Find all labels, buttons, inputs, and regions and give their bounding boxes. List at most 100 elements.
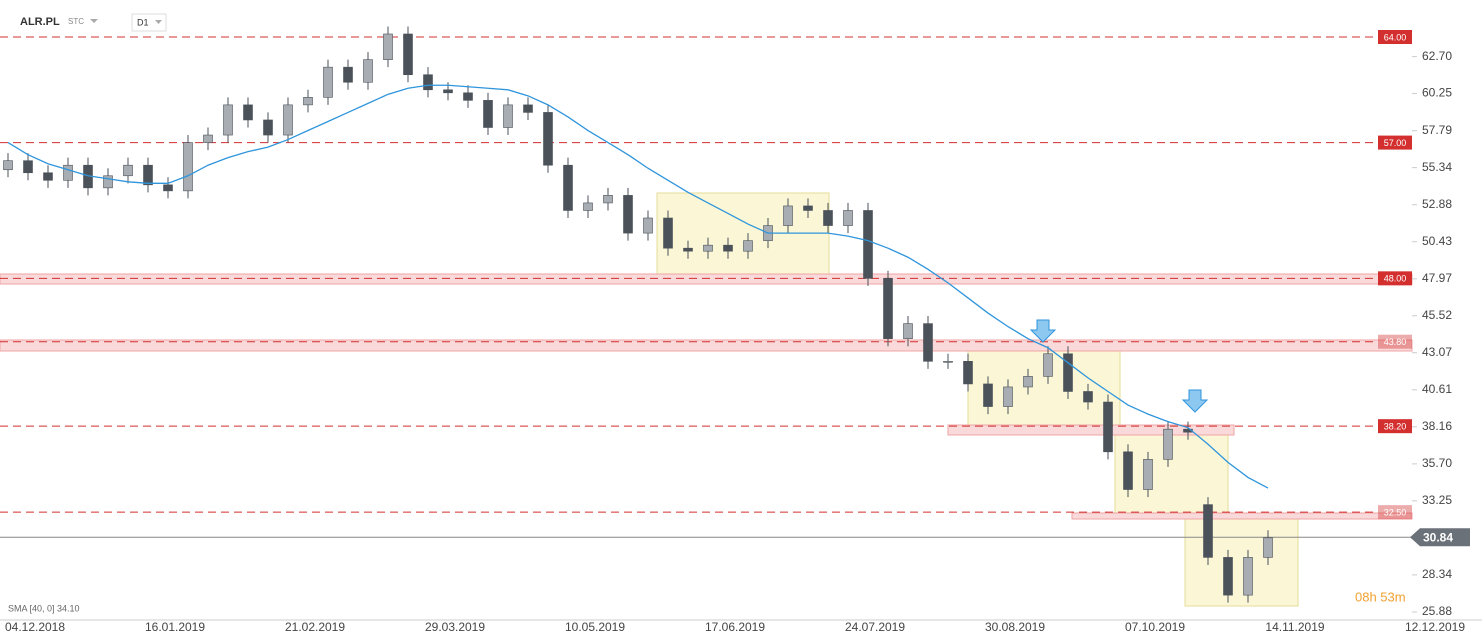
candle-body	[843, 210, 853, 226]
level-label-box	[1378, 334, 1412, 349]
last-price-box	[1410, 528, 1470, 547]
y-tick-label: 47.97	[1422, 271, 1452, 285]
arrow-icon	[1029, 319, 1057, 343]
y-tick-label: 50.43	[1422, 234, 1452, 248]
y-tick-label: 28.34	[1422, 567, 1452, 581]
symbol: ALR.PL	[20, 16, 60, 28]
sma-line	[7, 84, 1269, 489]
x-tick-label: 04.12.2018	[5, 620, 65, 634]
level-label-box	[1378, 135, 1412, 150]
x-tick-label: 29.03.2019	[425, 620, 485, 634]
level-label-box	[1378, 505, 1412, 520]
candle-body	[423, 74, 433, 91]
candle-body	[263, 119, 273, 136]
candle-body	[623, 195, 633, 234]
candle-body	[1203, 504, 1213, 558]
interval-box[interactable]	[131, 13, 167, 32]
zone-band	[1071, 512, 1413, 520]
candle-body	[63, 164, 73, 181]
y-tick-label: 43.07	[1422, 345, 1452, 359]
candle-body	[1263, 537, 1273, 558]
candle-body	[963, 361, 973, 385]
zone-box	[656, 192, 830, 280]
candle-body	[663, 217, 673, 249]
candle-body	[703, 244, 713, 252]
level-label: 38.20	[1384, 422, 1407, 432]
x-tick-label: 17.06.2019	[705, 620, 765, 634]
level-label: 32.50	[1384, 508, 1407, 518]
candle-body	[883, 278, 893, 339]
candle-body	[1063, 353, 1073, 392]
x-tick-label: 07.10.2019	[1125, 620, 1185, 634]
candle-body	[303, 97, 313, 106]
candle-body	[503, 104, 513, 128]
y-tick-label: 55.34	[1422, 160, 1452, 174]
candle-body	[123, 164, 133, 177]
candle-body	[223, 104, 233, 136]
y-tick-label: 60.25	[1422, 86, 1452, 100]
candle-body	[183, 142, 193, 192]
y-tick-label: 38.16	[1422, 419, 1452, 433]
candle-body	[283, 104, 293, 136]
candle-body	[163, 184, 173, 192]
x-tick-label: 12.12.2019	[1405, 620, 1465, 634]
level-label-box	[1378, 30, 1412, 45]
x-tick-label: 24.07.2019	[845, 620, 905, 634]
y-tick-label: 25.88	[1422, 604, 1452, 618]
timer: 08h 53m	[1355, 589, 1406, 604]
candle-body	[783, 205, 793, 226]
level-label: 48.00	[1384, 274, 1407, 284]
candle-body	[983, 383, 993, 407]
candle-body	[143, 164, 153, 186]
x-tick-label: 21.02.2019	[285, 620, 345, 634]
candle-body	[683, 247, 693, 252]
candle-body	[523, 104, 533, 113]
y-tick-label: 35.70	[1422, 456, 1452, 470]
y-tick-label: 57.79	[1422, 123, 1452, 137]
candle-body	[383, 33, 393, 60]
zone-band	[0, 339, 1413, 352]
y-tick-label: 40.61	[1422, 382, 1452, 396]
level-label-box	[1378, 271, 1412, 286]
dropdown-icon	[155, 20, 162, 24]
candle-body	[483, 100, 493, 128]
x-tick-label: 30.08.2019	[985, 620, 1045, 634]
candle-body	[1163, 428, 1173, 460]
candle-body	[823, 210, 833, 226]
candle-body	[1223, 557, 1233, 596]
zone-band	[0, 273, 1413, 285]
candle-body	[1023, 376, 1033, 388]
indicator-label[interactable]: SMA [40, 0] 34.10	[8, 603, 80, 613]
candle-body	[1123, 451, 1133, 490]
candle-body	[363, 59, 373, 83]
market[interactable]: STC	[68, 17, 84, 26]
x-tick-label: 16.01.2019	[145, 620, 205, 634]
candle-body	[743, 240, 753, 252]
x-tick-label: 10.05.2019	[565, 620, 625, 634]
y-tick-label: 62.70	[1422, 49, 1452, 63]
level-label: 43.80	[1384, 337, 1407, 347]
candle-body	[943, 361, 953, 363]
candle-body	[203, 134, 213, 143]
candle-body	[863, 210, 873, 279]
candle-body	[1143, 459, 1153, 490]
candle-body	[443, 89, 453, 94]
candle-body	[803, 205, 813, 211]
candle-body	[903, 323, 913, 339]
candle-body	[1243, 557, 1253, 596]
arrow-icon	[1181, 389, 1209, 413]
candle-body	[243, 104, 253, 121]
candle-body	[603, 195, 613, 204]
candle-body	[543, 112, 553, 166]
level-label: 64.00	[1384, 32, 1407, 42]
candle-body	[923, 323, 933, 362]
y-tick-label: 45.52	[1422, 308, 1452, 322]
candle-body	[323, 66, 333, 98]
candle-body	[643, 217, 653, 234]
candle-body	[43, 172, 53, 181]
candle-body	[103, 175, 113, 189]
level-label: 57.00	[1384, 138, 1407, 148]
zone-box	[1184, 517, 1299, 607]
last-price-label: 30.84	[1423, 530, 1453, 544]
